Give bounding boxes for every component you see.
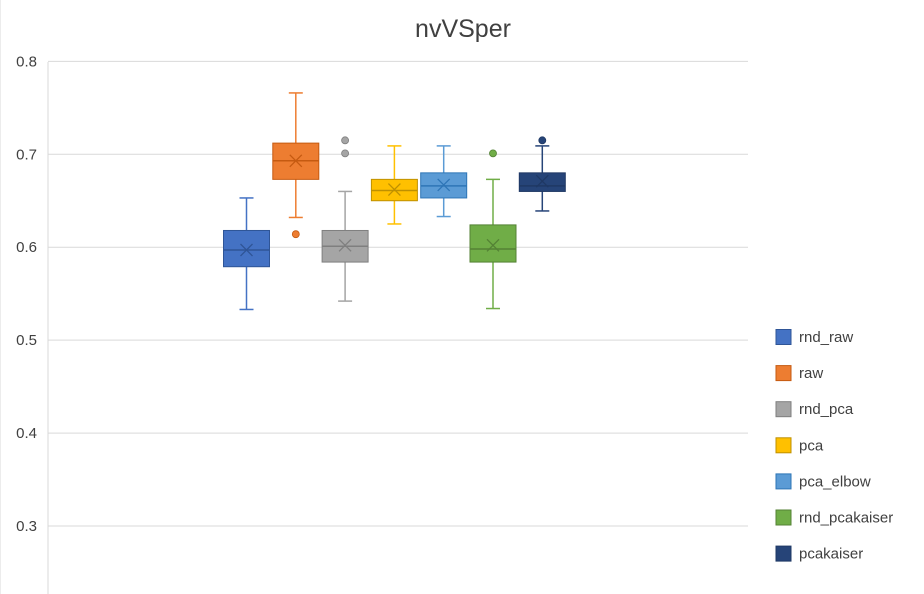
box-rnd_pca (321, 136, 369, 302)
y-tick-label: 0.6 (16, 239, 37, 256)
legend-swatch (775, 437, 792, 454)
mean-marker (535, 174, 549, 188)
box-body (518, 172, 566, 192)
legend-swatch (775, 509, 792, 526)
legend-label: rnd_raw (799, 329, 853, 346)
gridlines (48, 60, 748, 527)
y-tick-label: 0.3 (16, 518, 37, 535)
legend-label: pca_elbow (799, 473, 871, 490)
outlier-point (341, 136, 350, 145)
legend-swatch (775, 365, 792, 382)
legend-item-rnd_pca[interactable]: rnd_pca (775, 401, 854, 418)
legend-item-pca_elbow[interactable]: pca_elbow (775, 473, 871, 490)
y-tick-label: 0.7 (16, 146, 37, 163)
mean-marker (240, 243, 253, 257)
box-body (223, 229, 270, 268)
legend-label: rnd_pcakaiser (799, 510, 893, 527)
legend-label: pcakaiser (799, 546, 863, 563)
mean-marker (437, 178, 451, 192)
outlier-point (341, 149, 350, 158)
box-pca_elbow (420, 145, 468, 218)
box-pcakaiser (518, 136, 566, 212)
chart-title: nvVSper (415, 15, 511, 43)
mean-marker (486, 238, 500, 252)
mean-marker (338, 238, 352, 252)
box-body (469, 224, 517, 263)
y-tick-label: 0.8 (16, 53, 37, 70)
legend-swatch (775, 329, 792, 345)
box-rnd_pcakaiser (469, 149, 517, 310)
legend-item-raw[interactable]: raw (775, 365, 823, 382)
box-rnd_raw (223, 197, 270, 311)
y-tick-label: 0.5 (16, 332, 37, 349)
y-tick-labels: 0.8 0.7 0.6 0.5 0.4 0.3 (16, 53, 37, 535)
outlier-point (291, 230, 300, 239)
legend-label: raw (799, 365, 823, 382)
legend-label: pca (799, 437, 824, 454)
mean-marker (289, 154, 303, 168)
box-raw (272, 92, 320, 239)
legend-swatch (775, 473, 792, 490)
legend-item-pca[interactable]: pca (775, 437, 824, 454)
legend-swatch (775, 401, 792, 418)
box-pca (370, 145, 418, 225)
legend-item-rnd_pcakaiser[interactable]: rnd_pcakaiser (775, 509, 893, 527)
outlier-point (538, 136, 547, 145)
legend-item-rnd_raw[interactable]: rnd_raw (775, 329, 853, 346)
box-plots (223, 92, 566, 311)
legend-item-pcakaiser[interactable]: pcakaiser (775, 545, 863, 563)
legend-swatch (775, 545, 792, 562)
legend-label: rnd_pca (799, 401, 854, 418)
y-tick-label: 0.4 (16, 425, 37, 442)
outlier-point (489, 149, 497, 158)
mean-marker (387, 183, 401, 197)
